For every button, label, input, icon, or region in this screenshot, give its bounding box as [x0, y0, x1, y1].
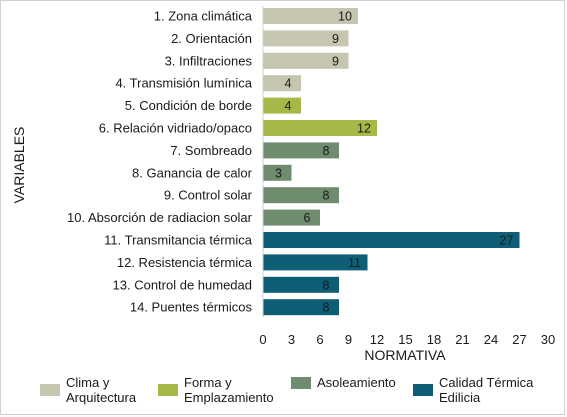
- x-tick-label: 21: [455, 332, 469, 347]
- category-label: 11. Transmitancia térmica: [104, 233, 253, 248]
- data-label: 3: [275, 166, 282, 180]
- data-label: 4: [285, 99, 292, 113]
- legend-swatch-calidad: [413, 384, 433, 396]
- bar: [263, 30, 349, 47]
- legend-label-calidad: Calidad Térmica Edilicia: [439, 375, 534, 405]
- legend: Clima y Arquitectura Forma y Emplazamien…: [0, 375, 567, 415]
- x-tick-label: 0: [259, 332, 266, 347]
- bar: [263, 276, 339, 293]
- x-tick-label: 24: [484, 332, 498, 347]
- bars: [263, 8, 520, 316]
- category-label: 7. Sombreado: [170, 143, 252, 158]
- bar: [263, 52, 349, 69]
- legend-swatch-clima: [40, 384, 60, 396]
- category-label: 1. Zona climática: [154, 9, 253, 24]
- data-label: 8: [323, 144, 330, 158]
- x-tick-label: 27: [512, 332, 526, 347]
- category-labels: 1. Zona climática 2. Orientación 3. Infilt…: [67, 9, 253, 315]
- category-label: 3. Infiltraciones: [165, 53, 253, 68]
- category-label: 9. Control solar: [164, 188, 253, 203]
- category-label: 8. Ganancia de calor: [132, 165, 253, 180]
- data-label: 8: [323, 189, 330, 203]
- data-label: 10: [338, 10, 352, 24]
- data-label: 8: [323, 278, 330, 292]
- data-label: 9: [332, 54, 339, 68]
- data-label: 4: [285, 77, 292, 91]
- bar: [263, 8, 358, 24]
- x-tick-labels: 0 3 6 9 12 15 18 21 24 27 30: [259, 332, 555, 347]
- x-tick-label: 18: [427, 332, 441, 347]
- bar: [263, 299, 339, 316]
- legend-label-asoleamiento: Asoleamiento: [317, 375, 396, 390]
- x-axis-title: NORMATIVA: [364, 347, 446, 363]
- bar: [263, 75, 301, 92]
- x-tick-label: 15: [398, 332, 412, 347]
- category-label: 4. Transmisión lumínica: [115, 76, 252, 91]
- data-label: 9: [332, 32, 339, 46]
- category-label: 14. Puentes térmicos: [130, 300, 253, 315]
- category-label: 6. Relación vidriado/opaco: [99, 121, 252, 136]
- category-label: 12. Resistencia térmica: [117, 255, 253, 270]
- data-label: 27: [500, 234, 514, 248]
- data-label: 8: [323, 301, 330, 315]
- y-axis-title: VARIABLES: [11, 127, 27, 204]
- bar: [263, 254, 368, 271]
- bar: [263, 97, 301, 114]
- bar: [263, 209, 320, 226]
- category-label: 5. Condición de borde: [125, 98, 252, 113]
- category-label: 10. Absorción de radiacion solar: [67, 210, 253, 225]
- category-label: 2. Orientación: [171, 31, 252, 46]
- data-label: 12: [357, 122, 371, 136]
- bar: [263, 164, 292, 181]
- bar: [263, 187, 339, 204]
- legend-item-forma: Forma y Emplazamiento: [158, 375, 274, 405]
- x-tick-label: 3: [288, 332, 295, 347]
- data-label: 6: [304, 211, 311, 225]
- legend-swatch-forma: [158, 384, 178, 396]
- legend-item-clima: Clima y Arquitectura: [40, 375, 136, 405]
- x-tick-label: 6: [316, 332, 323, 347]
- bar: [263, 232, 520, 248]
- data-label: 11: [348, 256, 361, 270]
- x-tick-label: 12: [370, 332, 384, 347]
- legend-item-calidad: Calidad Térmica Edilicia: [413, 375, 533, 405]
- legend-label-forma: Forma y Emplazamiento: [184, 375, 274, 405]
- legend-item-asoleamiento: Asoleamiento: [291, 375, 396, 390]
- x-tick-label: 30: [541, 332, 555, 347]
- legend-label-clima: Clima y Arquitectura: [66, 375, 137, 405]
- legend-swatch-asoleamiento: [291, 376, 311, 389]
- x-tick-label: 9: [345, 332, 352, 347]
- bar: [263, 120, 377, 136]
- bar: [263, 142, 339, 159]
- bar-chart: VARIABLES NORMATIVA 1. Zona climática 2. …: [11, 6, 555, 363]
- category-label: 13. Control de humedad: [113, 277, 252, 292]
